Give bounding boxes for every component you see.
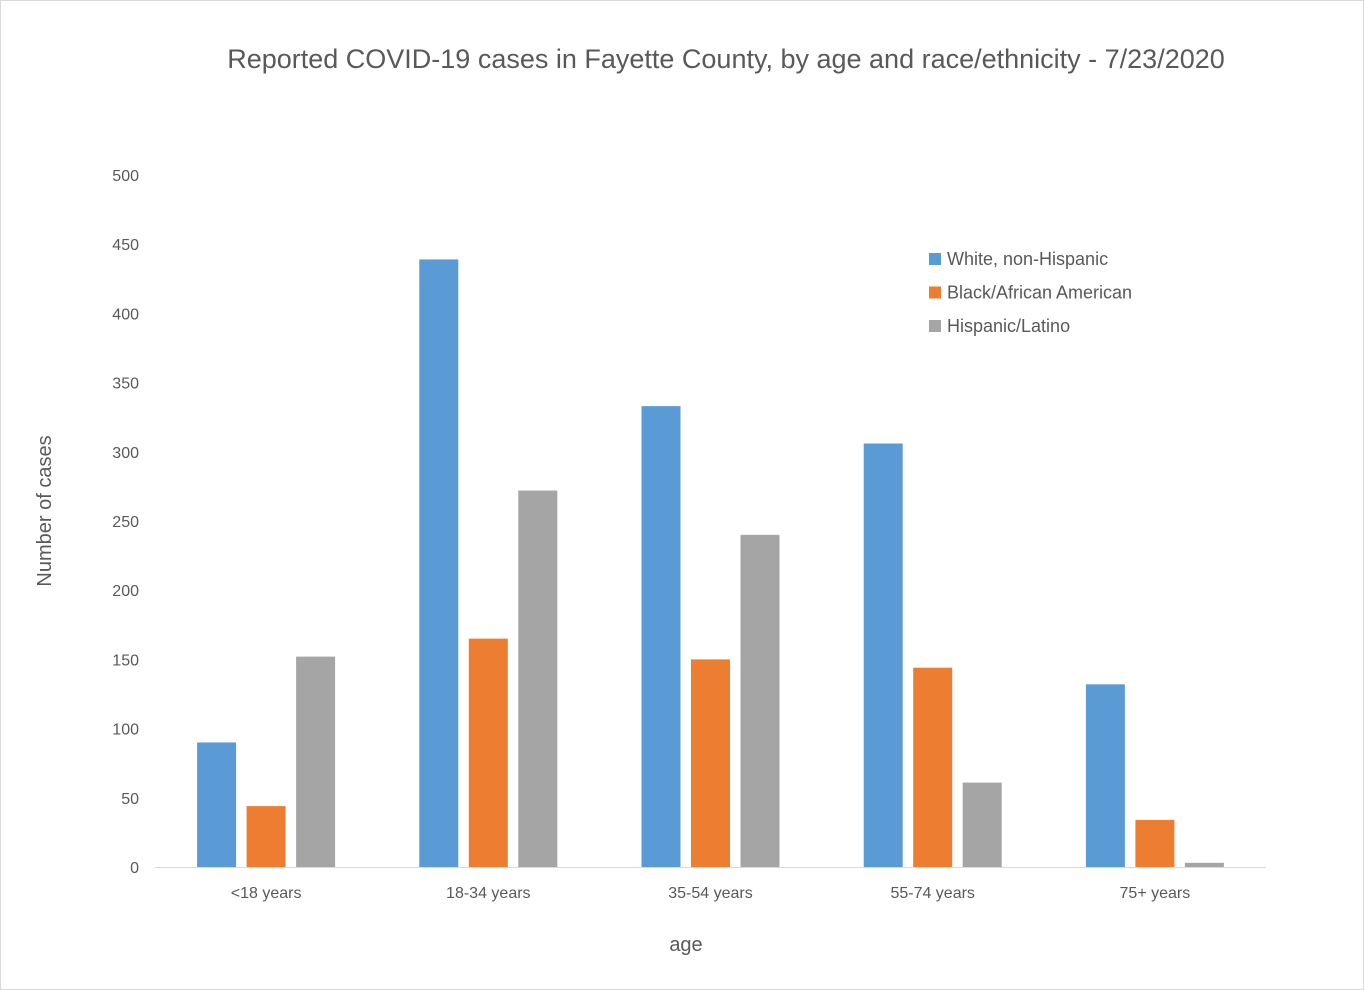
y-axis-ticks: 0 50 100 150 200 250 300 350 400 450 500 bbox=[112, 168, 139, 877]
bar-hispanic-latino-3 bbox=[962, 782, 1002, 867]
legend-label: Black/African American bbox=[947, 283, 1132, 303]
bar-white-non-hispanic-1 bbox=[419, 259, 459, 867]
bar-black-african-american-2 bbox=[691, 659, 730, 867]
x-tick-label: <18 years bbox=[231, 885, 302, 902]
bar-hispanic-latino-4 bbox=[1184, 862, 1224, 867]
y-tick-label: 200 bbox=[112, 583, 139, 600]
bar-black-african-american-4 bbox=[1135, 819, 1175, 867]
bar-white-non-hispanic-3 bbox=[863, 443, 903, 867]
y-tick-label: 350 bbox=[112, 376, 139, 393]
y-tick-label: 400 bbox=[112, 306, 139, 323]
bar-hispanic-latino-2 bbox=[740, 534, 780, 867]
bar-hispanic-latino-1 bbox=[518, 490, 558, 867]
legend-label: White, non-Hispanic bbox=[947, 249, 1108, 269]
y-tick-label: 300 bbox=[112, 445, 139, 462]
x-axis-ticks: <18 years 18-34 years 35-54 years 55-74 yea… bbox=[231, 885, 1191, 902]
y-tick-label: 100 bbox=[112, 722, 139, 739]
bar-white-non-hispanic-4 bbox=[1085, 684, 1125, 867]
legend-swatch bbox=[929, 286, 941, 299]
y-tick-label: 0 bbox=[130, 860, 139, 877]
bar-hispanic-latino-0 bbox=[296, 656, 336, 867]
bar-white-non-hispanic-2 bbox=[641, 406, 681, 867]
x-tick-label: 35-54 years bbox=[668, 885, 753, 902]
y-tick-label: 450 bbox=[112, 237, 139, 254]
legend-swatch bbox=[929, 253, 941, 265]
x-tick-label: 18-34 years bbox=[446, 885, 531, 902]
y-tick-label: 250 bbox=[112, 514, 139, 531]
x-tick-label: 55-74 years bbox=[890, 885, 975, 902]
y-tick-label: 150 bbox=[112, 652, 139, 669]
legend: White, non-Hispanic Black/African America… bbox=[929, 249, 1132, 336]
y-tick-label: 500 bbox=[112, 168, 139, 185]
x-tick-label: 75+ years bbox=[1120, 885, 1191, 902]
y-axis-title: Number of cases bbox=[34, 435, 56, 586]
legend-swatch bbox=[929, 320, 941, 332]
bar-black-african-american-1 bbox=[468, 638, 508, 867]
y-tick-label: 50 bbox=[121, 791, 139, 808]
chart-title: Reported COVID-19 cases in Fayette Count… bbox=[227, 44, 1225, 74]
x-axis-title: age bbox=[669, 934, 702, 956]
bar-black-african-american-0 bbox=[246, 806, 286, 867]
bars-group bbox=[197, 259, 1224, 867]
bar-black-african-american-3 bbox=[913, 667, 953, 867]
legend-label: Hispanic/Latino bbox=[947, 316, 1070, 336]
bar-white-non-hispanic-0 bbox=[197, 742, 237, 867]
